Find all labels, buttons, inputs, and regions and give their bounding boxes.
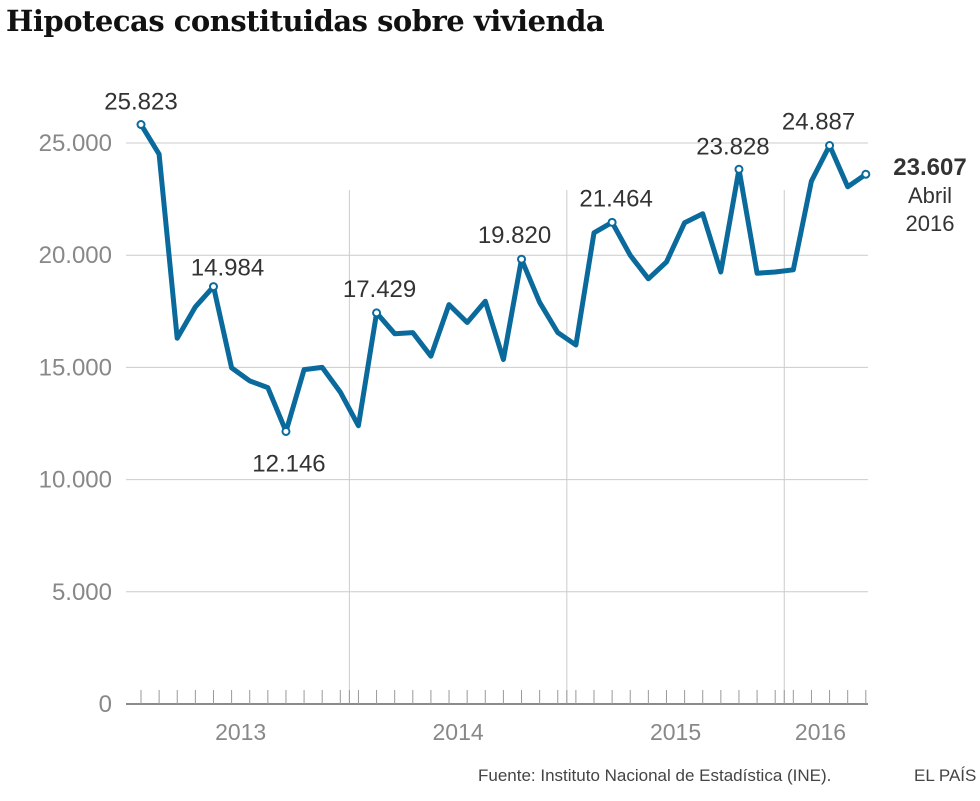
y-axis: 0 5.000 10.000 15.000 20.000 25.000 — [39, 130, 112, 718]
data-label: 25.823 — [104, 89, 177, 116]
data-point-marker — [825, 141, 835, 151]
last-month-label: Abril — [908, 183, 952, 208]
data-label: 23.828 — [696, 133, 769, 160]
brand-label: EL PAÍS — [914, 766, 977, 785]
series-line — [138, 122, 869, 434]
x-year-label: 2014 — [433, 719, 484, 745]
last-value-label: 23.607 — [893, 154, 966, 181]
y-tick-label: 10.000 — [39, 467, 112, 494]
data-label: 24.887 — [782, 109, 855, 136]
source-note: Fuente: Instituto Nacional de Estadístic… — [478, 766, 832, 785]
x-year-label: 2016 — [795, 719, 846, 745]
plot-area — [138, 122, 869, 434]
data-point-marker — [607, 217, 617, 227]
last-point-marker — [861, 169, 871, 179]
x-year-label: 2013 — [215, 719, 266, 745]
last-year-label: 2016 — [906, 211, 955, 236]
data-label: 21.464 — [579, 185, 652, 212]
data-point-marker — [734, 164, 744, 174]
data-point-marker — [372, 308, 382, 318]
y-tick-label: 20.000 — [39, 242, 112, 269]
data-label: 19.820 — [478, 222, 551, 249]
y-tick-label: 25.000 — [39, 130, 112, 157]
data-point-marker — [136, 120, 146, 130]
data-point-marker — [517, 254, 527, 264]
data-point-marker — [281, 426, 291, 436]
data-label: 14.984 — [191, 255, 264, 282]
x-year-label: 2015 — [650, 719, 701, 745]
x-axis: 2013 2014 2015 2016 — [126, 690, 868, 745]
y-tick-label: 15.000 — [39, 354, 112, 381]
data-label: 17.429 — [343, 276, 416, 303]
chart-title: Hipotecas constituidas sobre vivienda — [6, 4, 605, 38]
grid — [126, 142, 868, 704]
annotations: 25.823 14.984 12.146 17.429 19.820 21.464 23.8… — [104, 89, 966, 478]
y-tick-label: 0 — [99, 691, 112, 718]
data-label: 12.146 — [252, 450, 325, 477]
data-point-marker — [208, 282, 218, 292]
y-tick-label: 5.000 — [52, 579, 112, 606]
